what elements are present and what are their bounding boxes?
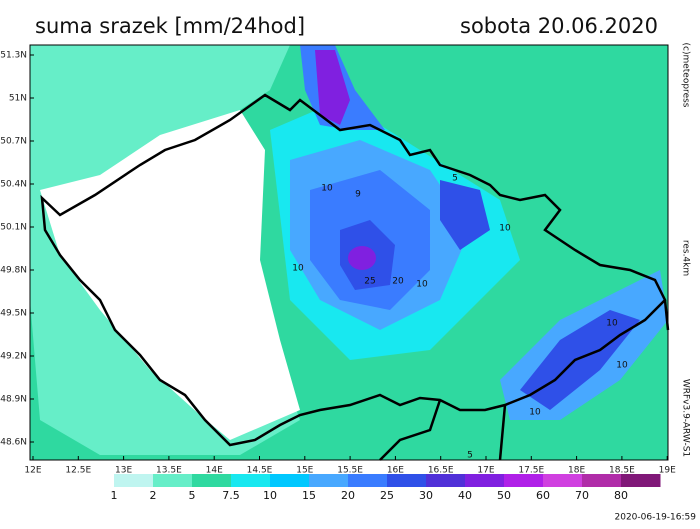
lon-label: 13.5E (156, 466, 182, 476)
legend-swatch (309, 474, 349, 487)
resolution: res.4km (681, 240, 691, 276)
lat-label: 49.8N (0, 266, 27, 276)
legend-swatch (192, 474, 232, 487)
lon-label: 13E (115, 466, 132, 476)
lat-label: 50.7N (0, 137, 27, 147)
date: sobota 20.06.2020 (460, 14, 658, 38)
legend-swatch (114, 474, 154, 487)
issued: 2020-06-19-16:59 (615, 513, 697, 523)
legend-label: 5 (189, 489, 196, 502)
contour-label: 25 (364, 277, 375, 287)
lon-label: 18.5E (609, 466, 635, 476)
legend-label: 80 (614, 489, 628, 502)
lon-label: 16E (387, 466, 404, 476)
legend-label: 15 (302, 489, 316, 502)
legend-label: 10 (263, 489, 277, 502)
lat-label: 51.3N (0, 51, 27, 61)
legend-label: 25 (380, 489, 394, 502)
contour-label: 10 (416, 280, 428, 290)
lat-label: 48.9N (0, 395, 27, 405)
legend-label: 60 (536, 489, 550, 502)
borders (40, 93, 670, 461)
contour-label: 10 (499, 224, 511, 234)
contour-label: 9 (355, 190, 361, 200)
legend-label: 7.5 (222, 489, 240, 502)
contour-label: 10 (321, 184, 333, 194)
legend-label: 70 (575, 489, 589, 502)
contour-label: 10 (529, 408, 541, 418)
legend-label: 50 (497, 489, 511, 502)
contour-label: 20 (392, 277, 404, 287)
legend-swatch (270, 474, 310, 487)
contour-label: 10 (616, 361, 628, 371)
lat-label: 50.1N (0, 223, 27, 233)
legend-label: 40 (458, 489, 472, 502)
lat-label: 48.6N (0, 438, 27, 448)
lon-label: 15E (296, 466, 313, 476)
legend-swatch (543, 474, 583, 487)
lon-label: 14.5E (247, 466, 273, 476)
legend-label: 1 (111, 489, 118, 502)
lon-label: 16.5E (428, 466, 454, 476)
legend-label: 2 (150, 489, 157, 502)
legend-label: 20 (341, 489, 355, 502)
contour-label: 5 (467, 451, 473, 461)
contour-label: 5 (452, 174, 458, 184)
legend-swatch (387, 474, 427, 487)
legend-label: 30 (419, 489, 433, 502)
legend-swatch (426, 474, 466, 487)
legend-swatch (582, 474, 622, 487)
lon-label: 18E (568, 466, 585, 476)
map-frame (29, 44, 669, 461)
lat-label: 51N (9, 94, 27, 104)
lon-label: 17.5E (518, 466, 544, 476)
legend-swatch (153, 474, 193, 487)
legend-swatch (504, 474, 544, 487)
lat-label: 50.4N (0, 180, 27, 190)
title: suma srazek [mm/24hod] (35, 14, 305, 38)
contour-label: 10 (292, 264, 304, 274)
legend-swatch (621, 474, 661, 487)
legend-swatch (75, 474, 115, 487)
lon-label: 19E (659, 466, 676, 476)
lon-label: 12.5E (65, 466, 91, 476)
lat-label: 49.2N (0, 352, 27, 362)
lon-label: 17E (477, 466, 494, 476)
legend-swatch (465, 474, 505, 487)
contour-label: 10 (606, 319, 618, 329)
lon-label: 15.5E (337, 466, 363, 476)
model: WRFv3.9-ARW-S1 (681, 379, 691, 457)
lon-label: 12E (24, 466, 41, 476)
lat-label: 49.5N (0, 309, 27, 319)
map-field (30, 45, 668, 460)
lon-label: 14E (206, 466, 223, 476)
legend-swatch (231, 474, 271, 487)
copyright: (c)meteopress (681, 43, 691, 108)
legend-swatch (348, 474, 388, 487)
